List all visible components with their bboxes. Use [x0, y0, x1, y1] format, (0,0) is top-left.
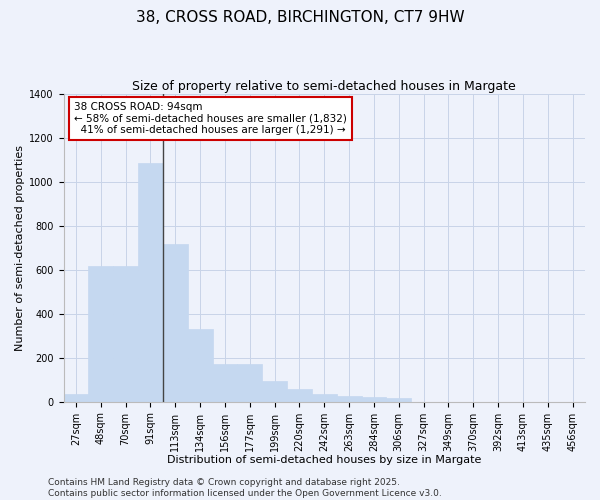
- Bar: [113, 266, 138, 402]
- Bar: [138, 164, 163, 402]
- Bar: [212, 364, 238, 402]
- Bar: [337, 396, 362, 402]
- Title: Size of property relative to semi-detached houses in Margate: Size of property relative to semi-detach…: [133, 80, 516, 93]
- Text: 38, CROSS ROAD, BIRCHINGTON, CT7 9HW: 38, CROSS ROAD, BIRCHINGTON, CT7 9HW: [136, 10, 464, 25]
- Bar: [362, 398, 386, 402]
- Text: 38 CROSS ROAD: 94sqm
← 58% of semi-detached houses are smaller (1,832)
  41% of : 38 CROSS ROAD: 94sqm ← 58% of semi-detac…: [74, 102, 347, 135]
- Bar: [163, 244, 188, 402]
- Bar: [188, 329, 212, 402]
- Bar: [386, 398, 411, 402]
- Bar: [312, 394, 337, 402]
- Bar: [287, 388, 312, 402]
- Bar: [238, 364, 262, 402]
- Bar: [64, 394, 88, 402]
- Bar: [262, 381, 287, 402]
- Bar: [88, 266, 113, 402]
- X-axis label: Distribution of semi-detached houses by size in Margate: Distribution of semi-detached houses by …: [167, 455, 481, 465]
- Text: Contains HM Land Registry data © Crown copyright and database right 2025.
Contai: Contains HM Land Registry data © Crown c…: [48, 478, 442, 498]
- Y-axis label: Number of semi-detached properties: Number of semi-detached properties: [15, 145, 25, 351]
